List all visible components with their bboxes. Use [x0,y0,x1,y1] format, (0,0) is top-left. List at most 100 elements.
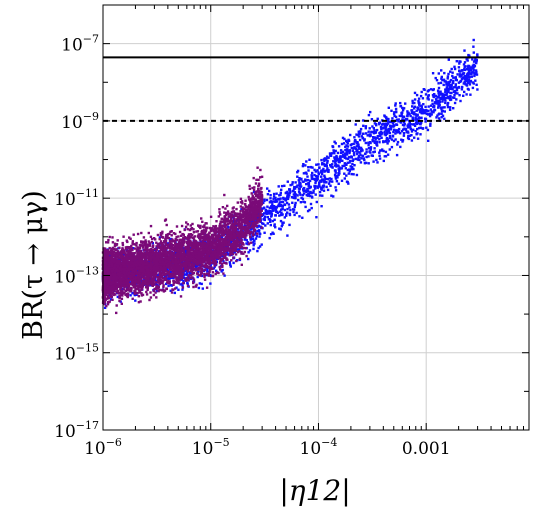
blue-point [402,123,406,127]
blue-point [307,169,310,172]
purple-point [257,178,260,181]
purple-point [207,245,210,248]
purple-point [191,259,194,262]
blue-point [432,95,435,98]
blue-point [302,192,306,195]
purple-point [220,246,223,250]
blue-point [307,166,310,169]
purple-point [184,279,188,282]
blue-point [332,160,335,163]
blue-point [360,148,363,151]
blue-point [281,204,284,208]
purple-point [256,205,259,208]
blue-point [297,198,300,202]
blue-point [394,104,397,107]
purple-point [122,257,125,260]
purple-point [128,236,131,239]
blue-point [436,114,439,117]
blue-point [320,178,324,182]
purple-point [115,282,119,286]
blue-point [311,196,314,199]
blue-point [265,212,268,215]
blue-point [436,102,439,105]
blue-point [336,164,339,167]
blue-point [361,154,364,157]
purple-point [116,250,119,253]
blue-point [416,127,419,131]
blue-point [226,226,229,229]
blue-point [451,74,454,78]
purple-point [249,201,252,204]
blue-point [352,173,355,176]
blue-point [422,109,426,112]
purple-point [104,252,108,255]
purple-point [168,282,171,285]
purple-point [235,212,238,215]
blue-point [416,113,419,116]
blue-point [402,107,406,110]
blue-point [168,245,171,248]
blue-point [354,157,358,161]
blue-point [380,136,383,139]
purple-point [161,244,164,247]
blue-point [338,166,341,169]
blue-point [337,145,341,148]
blue-point [344,149,347,152]
purple-point [244,247,248,250]
blue-point [472,64,476,67]
blue-point [245,239,248,242]
blue-point [455,88,459,92]
purple-point [204,231,207,235]
blue-point [320,163,324,166]
purple-point [139,289,142,292]
blue-point [339,156,342,159]
purple-point [140,292,143,295]
purple-point [170,234,173,237]
blue-point [135,282,138,285]
blue-point [409,126,412,129]
blue-point [460,75,463,78]
blue-point [279,219,283,223]
blue-point [417,126,421,130]
purple-point [179,234,183,237]
blue-point [164,282,168,286]
blue-point [369,134,372,137]
purple-point [105,241,108,244]
blue-point [320,158,323,162]
blue-point [422,103,425,106]
purple-point [256,196,259,199]
blue-point [134,299,137,302]
blue-point [458,69,461,72]
blue-point [440,116,443,119]
blue-point [455,98,458,101]
blue-point [387,127,391,131]
blue-point [266,205,269,208]
blue-point [283,184,286,187]
purple-point [218,231,221,235]
blue-point [396,140,400,144]
purple-point [220,250,223,253]
blue-point [274,196,277,200]
purple-point [173,239,177,243]
purple-point [242,252,245,255]
blue-point [301,180,304,183]
purple-point [141,246,145,249]
blue-point [438,103,441,107]
purple-point [228,247,231,250]
purple-point [257,214,260,218]
purple-point [190,265,193,268]
purple-point [215,220,218,223]
blue-point [298,187,301,191]
blue-point [387,106,390,109]
blue-point [400,115,404,118]
blue-point [355,173,359,177]
purple-point [203,275,206,279]
blue-point [407,134,410,138]
blue-point [429,124,432,127]
purple-point [225,257,228,260]
blue-point [361,136,364,139]
blue-point [424,111,427,114]
blue-point [286,197,290,201]
purple-point [145,257,148,260]
purple-point [177,282,181,285]
